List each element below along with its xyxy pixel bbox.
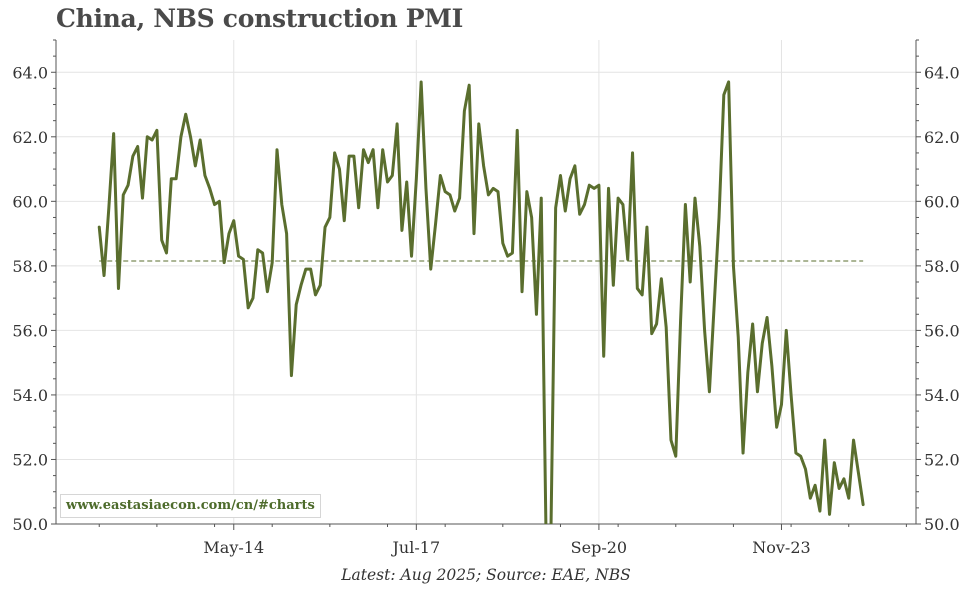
y-tick-label-left: 64.0 [12, 63, 48, 82]
x-tick-label: Nov-23 [752, 538, 810, 557]
y-tick-label-left: 62.0 [12, 128, 48, 147]
y-tick-label-left: 60.0 [12, 192, 48, 211]
series-line-construction-pmi [97, 80, 865, 524]
y-tick-label-left: 58.0 [12, 257, 48, 276]
y-tick-label-right: 50.0 [924, 515, 960, 534]
series-group [97, 80, 865, 524]
watermark-label: www.eastasiaecon.com/cn/#charts [60, 494, 321, 518]
axes [51, 39, 921, 530]
y-tick-label-right: 52.0 [924, 450, 960, 469]
source-note: Latest: Aug 2025; Source: EAE, NBS [341, 566, 631, 584]
y-tick-label-right: 60.0 [924, 192, 960, 211]
y-tick-label-right: 54.0 [924, 386, 960, 405]
y-tick-label-right: 64.0 [924, 63, 960, 82]
x-tick-label: May-14 [203, 538, 264, 557]
y-tick-label-left: 54.0 [12, 386, 48, 405]
y-tick-label-left: 56.0 [12, 321, 48, 340]
chart-title: China, NBS construction PMI [56, 4, 464, 33]
y-tick-label-right: 56.0 [924, 321, 960, 340]
x-tick-label: Jul-17 [391, 538, 441, 557]
y-tick-label-left: 50.0 [12, 515, 48, 534]
y-tick-label-right: 62.0 [924, 128, 960, 147]
y-tick-label-left: 52.0 [12, 450, 48, 469]
y-tick-label-right: 58.0 [924, 257, 960, 276]
tick-labels: 50.0 50.0 52.0 52.0 54.0 54.0 56.0 56.0 58.0 58.0… [12, 63, 959, 557]
grid-lines [56, 40, 916, 525]
x-tick-label: Sep-20 [571, 538, 627, 557]
